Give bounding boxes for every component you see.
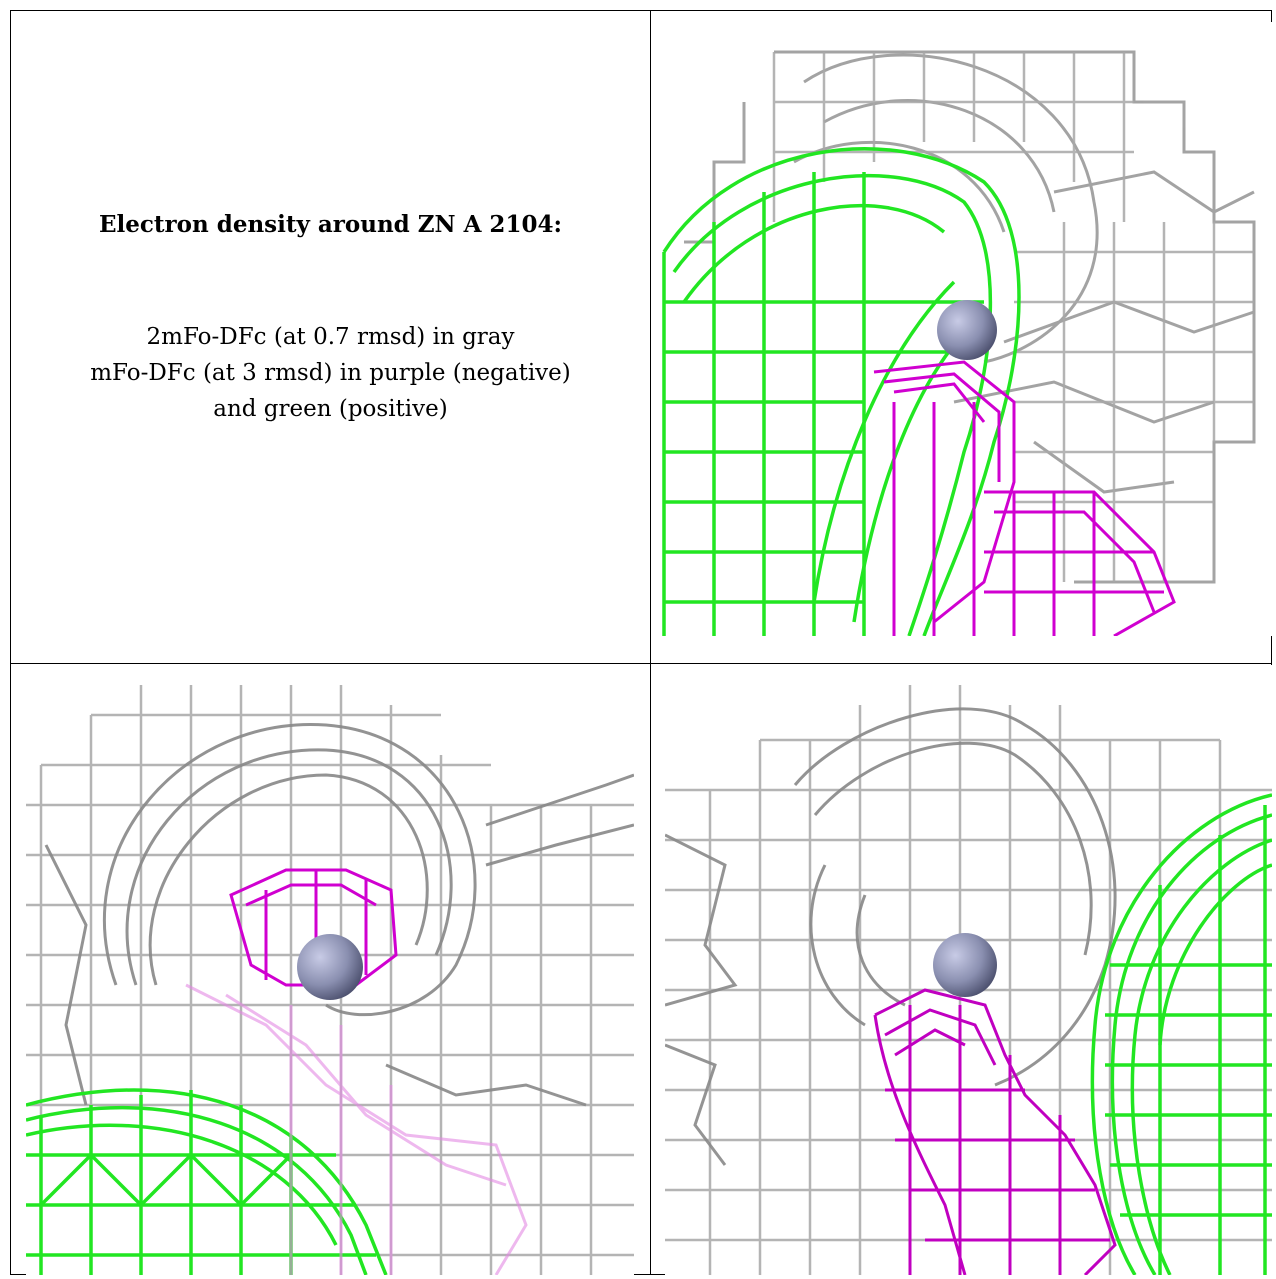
negative-mesh <box>873 360 1176 636</box>
positive-mesh <box>662 147 1021 636</box>
zinc-atom <box>937 300 997 360</box>
gray-mesh <box>665 707 1117 1166</box>
density-render-bottom-left <box>26 685 634 1275</box>
negative-mesh <box>873 988 1117 1275</box>
gray-mesh <box>44 722 634 1107</box>
density-panel-top-right <box>654 22 1272 636</box>
table-divider-vertical <box>650 11 651 1274</box>
gray-grid <box>26 685 634 1275</box>
caption-line-negative: mFo-DFc (at 3 rmsd) in purple (negative) <box>90 360 571 386</box>
caption-line-gray: 2mFo-DFc (at 0.7 rmsd) in gray <box>146 324 515 350</box>
caption-legend: 2mFo-DFc (at 0.7 rmsd) in gray mFo-DFc (… <box>11 319 650 427</box>
density-render-top-right <box>662 50 1256 636</box>
positive-mesh <box>26 1088 388 1275</box>
positive-mesh <box>1090 793 1272 1275</box>
caption-cell: Electron density around ZN A 2104: 2mFo-… <box>11 11 650 663</box>
density-render-bottom-right <box>665 685 1272 1275</box>
caption-line-positive: and green (positive) <box>213 396 448 422</box>
zinc-atom <box>297 934 363 1000</box>
figure-table: Electron density around ZN A 2104: 2mFo-… <box>10 10 1272 1275</box>
negative-mesh-faded <box>185 983 528 1275</box>
zinc-atom <box>933 933 997 997</box>
density-panel-bottom-right <box>665 665 1272 1275</box>
density-panel-bottom-left <box>26 665 634 1275</box>
gray-grid <box>772 52 1254 582</box>
table-divider-horizontal <box>11 663 1271 664</box>
caption-title: Electron density around ZN A 2104: <box>99 211 562 238</box>
